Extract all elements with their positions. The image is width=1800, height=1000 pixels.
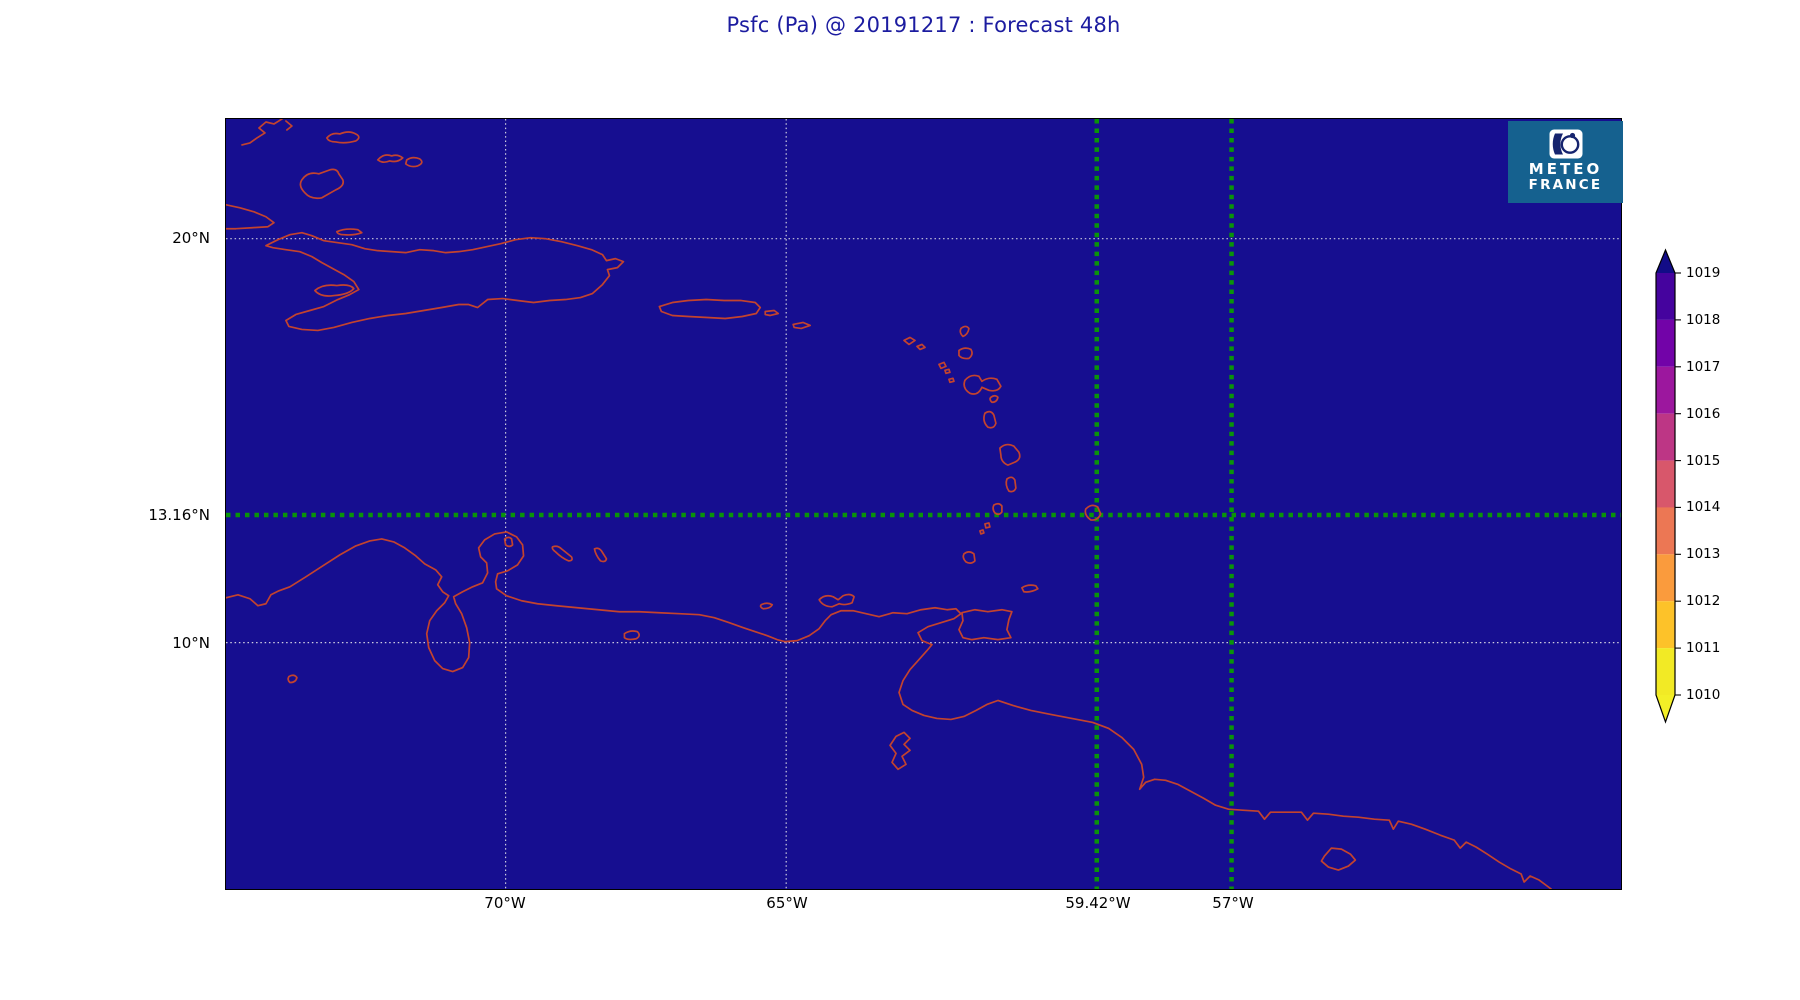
colorbar-seg-1016-1017 [1656, 366, 1675, 414]
island-barbados [1084, 504, 1102, 521]
colorbar-seg-1013-1014 [1656, 507, 1675, 555]
colorbar-tick-1011: 1011 [1686, 640, 1721, 656]
island-gonave [314, 284, 355, 297]
island-margarita [818, 593, 855, 608]
map-svg [226, 119, 1621, 889]
island-dominica [983, 410, 997, 429]
colorbar-tick-1017: 1017 [1686, 359, 1721, 375]
island-tortuga-haiti [335, 228, 363, 236]
colorbar-tick-1019: 1019 [1686, 265, 1721, 281]
x-tick-59-42w: 59.42°W [1065, 894, 1131, 912]
colorbar-tick-1014: 1014 [1686, 499, 1721, 515]
colorbar-under-arrow [1656, 695, 1675, 722]
meteo-france-logo-icon [1548, 128, 1584, 160]
colorbar-seg-1011-1012 [1656, 601, 1675, 649]
map-canvas: METEO FRANCE [225, 118, 1623, 890]
meteo-france-logo: METEO FRANCE [1508, 121, 1623, 203]
river-island-southeast [1320, 847, 1357, 871]
white-graticule [226, 119, 1621, 889]
colorbar: 1019 1018 1017 1016 1015 1014 1013 1012 … [1650, 248, 1800, 738]
island-bahamas-chain [326, 131, 423, 168]
island-trinidad [958, 608, 1013, 641]
island-grenada [962, 551, 976, 564]
island-hispaniola [265, 231, 625, 332]
colorbar-svg [1655, 248, 1681, 724]
island-martinique [999, 443, 1021, 466]
colorbar-tick-1010: 1010 [1686, 687, 1721, 703]
coastline-cuba-south [226, 203, 275, 230]
islands-abc [503, 536, 608, 563]
island-puerto-rico [658, 298, 812, 330]
x-tick-65w: 65°W [766, 894, 808, 912]
colorbar-tick-1012: 1012 [1686, 593, 1721, 609]
colorbar-tick-1016: 1016 [1686, 406, 1721, 422]
colorbar-tick-1018: 1018 [1686, 312, 1721, 328]
lake-valencia [623, 630, 641, 641]
coastline-south-america [226, 531, 1552, 889]
colorbar-over-arrow [1656, 250, 1675, 273]
plot-title: Psfc (Pa) @ 20191217 : Forecast 48h [726, 13, 1121, 37]
logo-text-france: FRANCE [1528, 177, 1603, 193]
logo-text-meteo: METEO [1528, 160, 1603, 178]
x-tick-57w: 57°W [1212, 894, 1254, 912]
island-guadeloupe [963, 374, 1002, 404]
colorbar-seg-1010-1011 [1656, 648, 1675, 695]
colorbar-seg-1017-1018 [1656, 319, 1675, 367]
y-tick-20n: 20°N [172, 229, 210, 247]
island-tobago [1021, 584, 1039, 593]
colorbar-seg-1018-1019 [1656, 273, 1675, 320]
island-la-tortuga [759, 602, 774, 610]
islands-north-leewards [903, 325, 973, 384]
x-tick-70w: 70°W [484, 894, 526, 912]
colorbar-tick-1015: 1015 [1686, 453, 1721, 469]
coastline-cuba-north-fragment [241, 119, 293, 146]
colorbar-tickmarks [1675, 272, 1681, 696]
y-tick-10n: 10°N [172, 634, 210, 652]
islet-west [287, 674, 298, 684]
colorbar-seg-1015-1016 [1656, 413, 1675, 461]
colorbar-tick-1013: 1013 [1686, 546, 1721, 562]
green-crosshair [226, 119, 1621, 889]
island-st-lucia [1005, 476, 1017, 493]
orinoco-river-islands [889, 731, 911, 771]
island-great-inagua [299, 168, 345, 200]
colorbar-seg-1014-1015 [1656, 460, 1675, 508]
island-st-vincent-grenadines [979, 502, 1003, 535]
coastlines [226, 119, 1552, 889]
y-tick-13-16n: 13.16°N [148, 506, 210, 524]
colorbar-seg-1012-1013 [1656, 554, 1675, 602]
